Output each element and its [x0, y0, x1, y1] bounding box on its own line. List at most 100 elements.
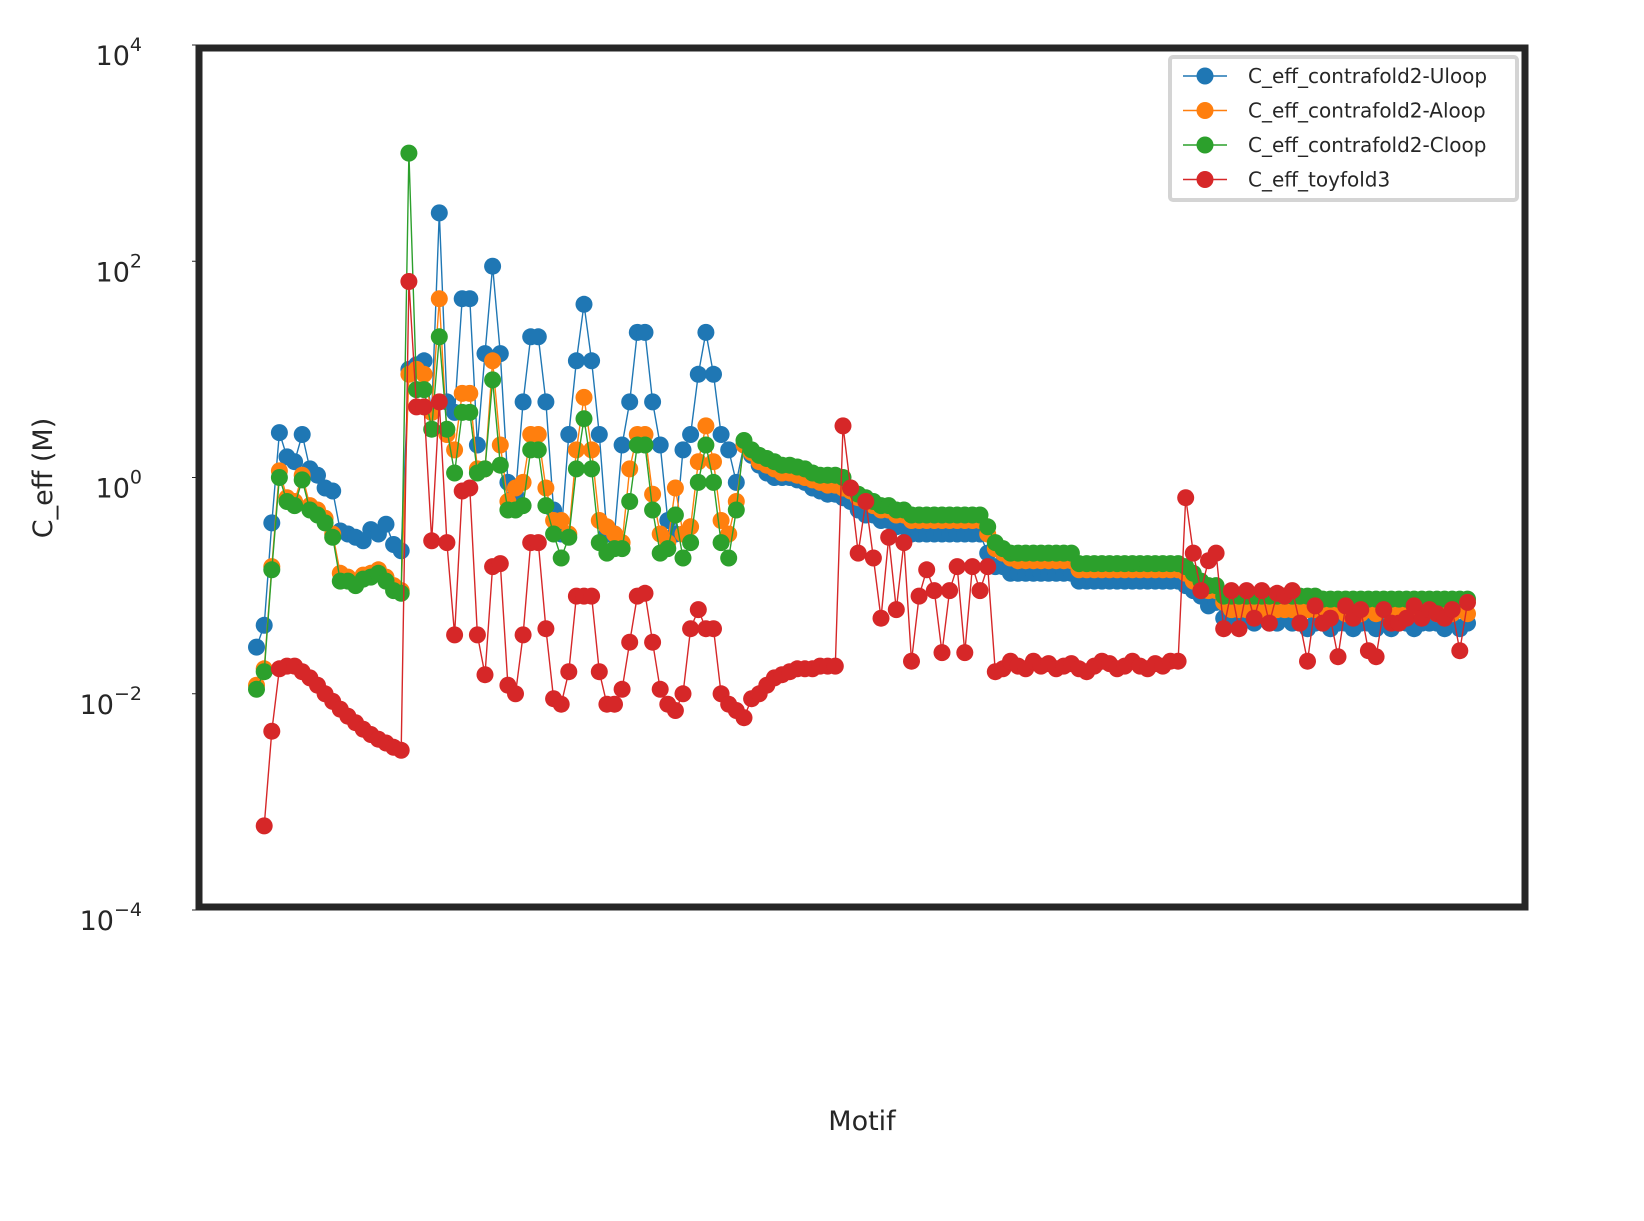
marker [720, 441, 738, 459]
marker [666, 479, 684, 497]
marker [857, 493, 875, 510]
marker [705, 473, 722, 491]
marker [1337, 597, 1355, 615]
marker [712, 426, 730, 443]
marker [567, 441, 585, 459]
marker [560, 426, 578, 443]
marker [1230, 620, 1248, 638]
marker [1184, 544, 1202, 562]
marker [430, 393, 448, 411]
marker [552, 695, 570, 713]
marker [651, 436, 669, 454]
marker [644, 485, 662, 503]
marker [575, 410, 593, 428]
marker [583, 460, 601, 478]
marker [1207, 544, 1225, 562]
marker [636, 436, 654, 454]
marker [705, 620, 722, 638]
y-tick-label: 102 [96, 250, 142, 288]
marker [583, 352, 601, 370]
marker [255, 663, 273, 681]
marker [1329, 648, 1347, 666]
marker [682, 426, 700, 443]
marker [1238, 582, 1256, 600]
marker [400, 273, 418, 290]
y-tick-label: 10−4 [80, 899, 142, 937]
marker [293, 426, 311, 443]
marker [560, 528, 578, 546]
marker [963, 558, 981, 576]
marker [918, 561, 936, 579]
marker [537, 620, 555, 638]
marker [689, 601, 707, 619]
marker [689, 473, 707, 491]
marker [666, 702, 684, 719]
marker [887, 601, 905, 619]
marker [248, 680, 265, 698]
marker [514, 393, 532, 411]
marker [689, 453, 707, 471]
marker [263, 561, 281, 579]
marker [644, 633, 662, 651]
marker [1260, 614, 1278, 632]
axes-frame [195, 44, 1529, 911]
marker [834, 417, 852, 435]
marker [575, 295, 593, 313]
marker [621, 393, 639, 411]
marker [956, 644, 974, 662]
marker [674, 441, 692, 459]
marker [324, 528, 342, 546]
marker [491, 456, 509, 474]
marker [491, 436, 509, 454]
marker [461, 384, 479, 402]
marker [270, 424, 288, 442]
marker [590, 663, 608, 681]
marker [430, 204, 448, 222]
marker [423, 532, 441, 550]
marker [567, 352, 585, 370]
marker [1398, 609, 1415, 627]
marker [712, 534, 730, 552]
marker [979, 558, 997, 576]
marker [377, 515, 395, 533]
marker [621, 493, 639, 510]
marker [933, 644, 951, 662]
marker [697, 436, 715, 454]
marker [270, 469, 288, 486]
marker [537, 393, 555, 411]
marker [552, 512, 570, 529]
marker [400, 144, 418, 162]
marker [727, 473, 745, 491]
marker [659, 540, 677, 558]
legend: C_eff_contrafold2-Uloop C_eff_contrafold2… [1168, 55, 1519, 202]
marker [438, 420, 456, 438]
marker [529, 328, 547, 346]
marker [636, 323, 654, 341]
marker [529, 534, 547, 552]
marker [941, 582, 959, 600]
marker [446, 626, 464, 644]
marker [514, 626, 532, 644]
y-tick-label: 100 [96, 467, 142, 505]
marker [461, 290, 479, 308]
marker [415, 365, 433, 383]
marker [1459, 593, 1476, 611]
legend-box [1168, 55, 1519, 202]
marker [583, 441, 601, 459]
marker [1321, 609, 1339, 627]
marker [644, 501, 662, 519]
marker [880, 528, 898, 546]
marker [514, 497, 532, 515]
marker [286, 453, 304, 471]
marker [263, 514, 281, 532]
marker [415, 398, 433, 416]
marker [537, 479, 555, 497]
marker [468, 626, 486, 644]
marker [545, 525, 563, 543]
marker [248, 638, 265, 656]
x-axis-label: Motif [828, 1106, 897, 1137]
marker [971, 582, 989, 600]
marker [720, 549, 738, 567]
marker [849, 544, 867, 562]
